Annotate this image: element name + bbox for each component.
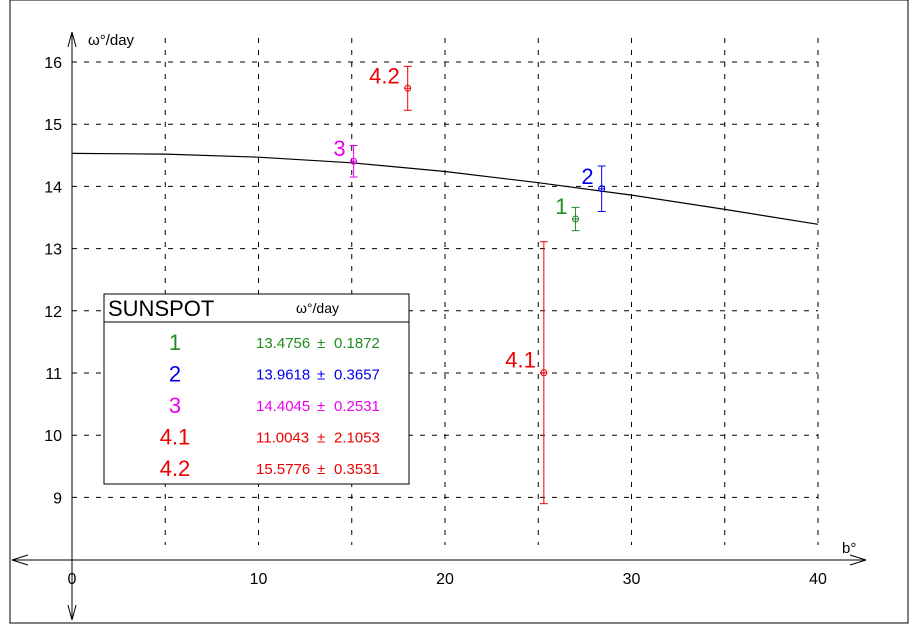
data-point-label: 3 [333, 136, 345, 161]
legend-sunspot-id: 3 [169, 393, 181, 418]
legend-row: 4.1 11.0043 ±2.1053 [160, 425, 380, 450]
x-tick-label: 0 [68, 571, 77, 588]
data-points: 12 3 4.1 4.2 [333, 63, 606, 505]
legend-error: 0.2531 [334, 398, 380, 415]
data-point-group: 4.2 [369, 63, 412, 111]
legend: SUNSPOT ω°/day 1 13.4756 ±0.1872 2 13.9618 ±0… [103, 293, 410, 485]
y-tick-label: 16 [44, 55, 62, 72]
legend-sunspot-id: 1 [169, 330, 181, 355]
legend-row: 3 14.4045 ±0.2531 [169, 393, 380, 418]
legend-error: 0.3657 [334, 367, 380, 384]
y-axis-arrow-down [67, 604, 77, 621]
legend-frame [103, 293, 410, 485]
x-tick-label: 10 [250, 571, 268, 588]
x-tick-label: 20 [436, 571, 454, 588]
legend-error: 0.1872 [334, 335, 380, 352]
data-point-group: 2 [581, 164, 606, 213]
legend-error: 0.3531 [334, 461, 380, 478]
legend-plus-minus: ± [317, 335, 325, 352]
data-point-group: 3 [333, 136, 358, 178]
y-axis-label: ω°/day [88, 32, 135, 49]
x-axis-arrow-left [11, 554, 29, 566]
legend-value: 13.9618 [256, 367, 310, 384]
chart-frame [9, 0, 909, 624]
data-point-group: 1 [555, 194, 580, 232]
data-point-group: 4.1 [505, 241, 548, 505]
fit-curve [71, 152, 819, 225]
y-tick-label: 11 [45, 366, 62, 383]
legend-title-sunspot: SUNSPOT [108, 296, 214, 321]
x-tick-label: 30 [623, 571, 641, 588]
legend-plus-minus: ± [317, 367, 325, 384]
legend-error: 2.1053 [334, 430, 380, 447]
x-tick-label: 40 [809, 571, 827, 588]
y-tick-label: 14 [44, 179, 62, 196]
y-axis-arrow-up [67, 31, 77, 48]
legend-value: 11.0043 [256, 430, 309, 447]
data-point-label: 4.2 [369, 63, 400, 88]
x-axis-arrow-right [849, 554, 867, 566]
x-axis-label: b° [842, 540, 856, 557]
y-tick-label: 10 [44, 428, 62, 445]
legend-row: 1 13.4756 ±0.1872 [169, 330, 380, 355]
data-point-label: 4.1 [505, 348, 536, 373]
legend-sunspot-id: 2 [169, 362, 181, 387]
legend-plus-minus: ± [317, 430, 325, 447]
data-point-label: 1 [555, 194, 567, 219]
legend-value: 14.4045 [256, 398, 310, 415]
axes [11, 31, 867, 621]
legend-value: 13.4756 [256, 335, 310, 352]
y-tick-label: 9 [53, 490, 62, 507]
data-point-label: 2 [581, 164, 593, 189]
legend-sunspot-id: 4.1 [160, 425, 191, 450]
legend-plus-minus: ± [317, 461, 325, 478]
legend-row: 4.2 15.5776 ±0.3531 [160, 456, 380, 481]
y-tick-label: 13 [44, 242, 62, 259]
y-tick-label: 12 [44, 304, 62, 321]
y-tick-label: 15 [44, 117, 62, 134]
legend-sunspot-id: 4.2 [160, 456, 191, 481]
legend-title-omega: ω°/day [296, 300, 339, 316]
legend-value: 15.5776 [256, 461, 310, 478]
legend-row: 2 13.9618 ±0.3657 [169, 362, 380, 387]
legend-plus-minus: ± [317, 398, 325, 415]
legend-rows: 1 13.4756 ±0.1872 2 13.9618 ±0.3657 3 14.4045 ±0… [160, 330, 380, 481]
